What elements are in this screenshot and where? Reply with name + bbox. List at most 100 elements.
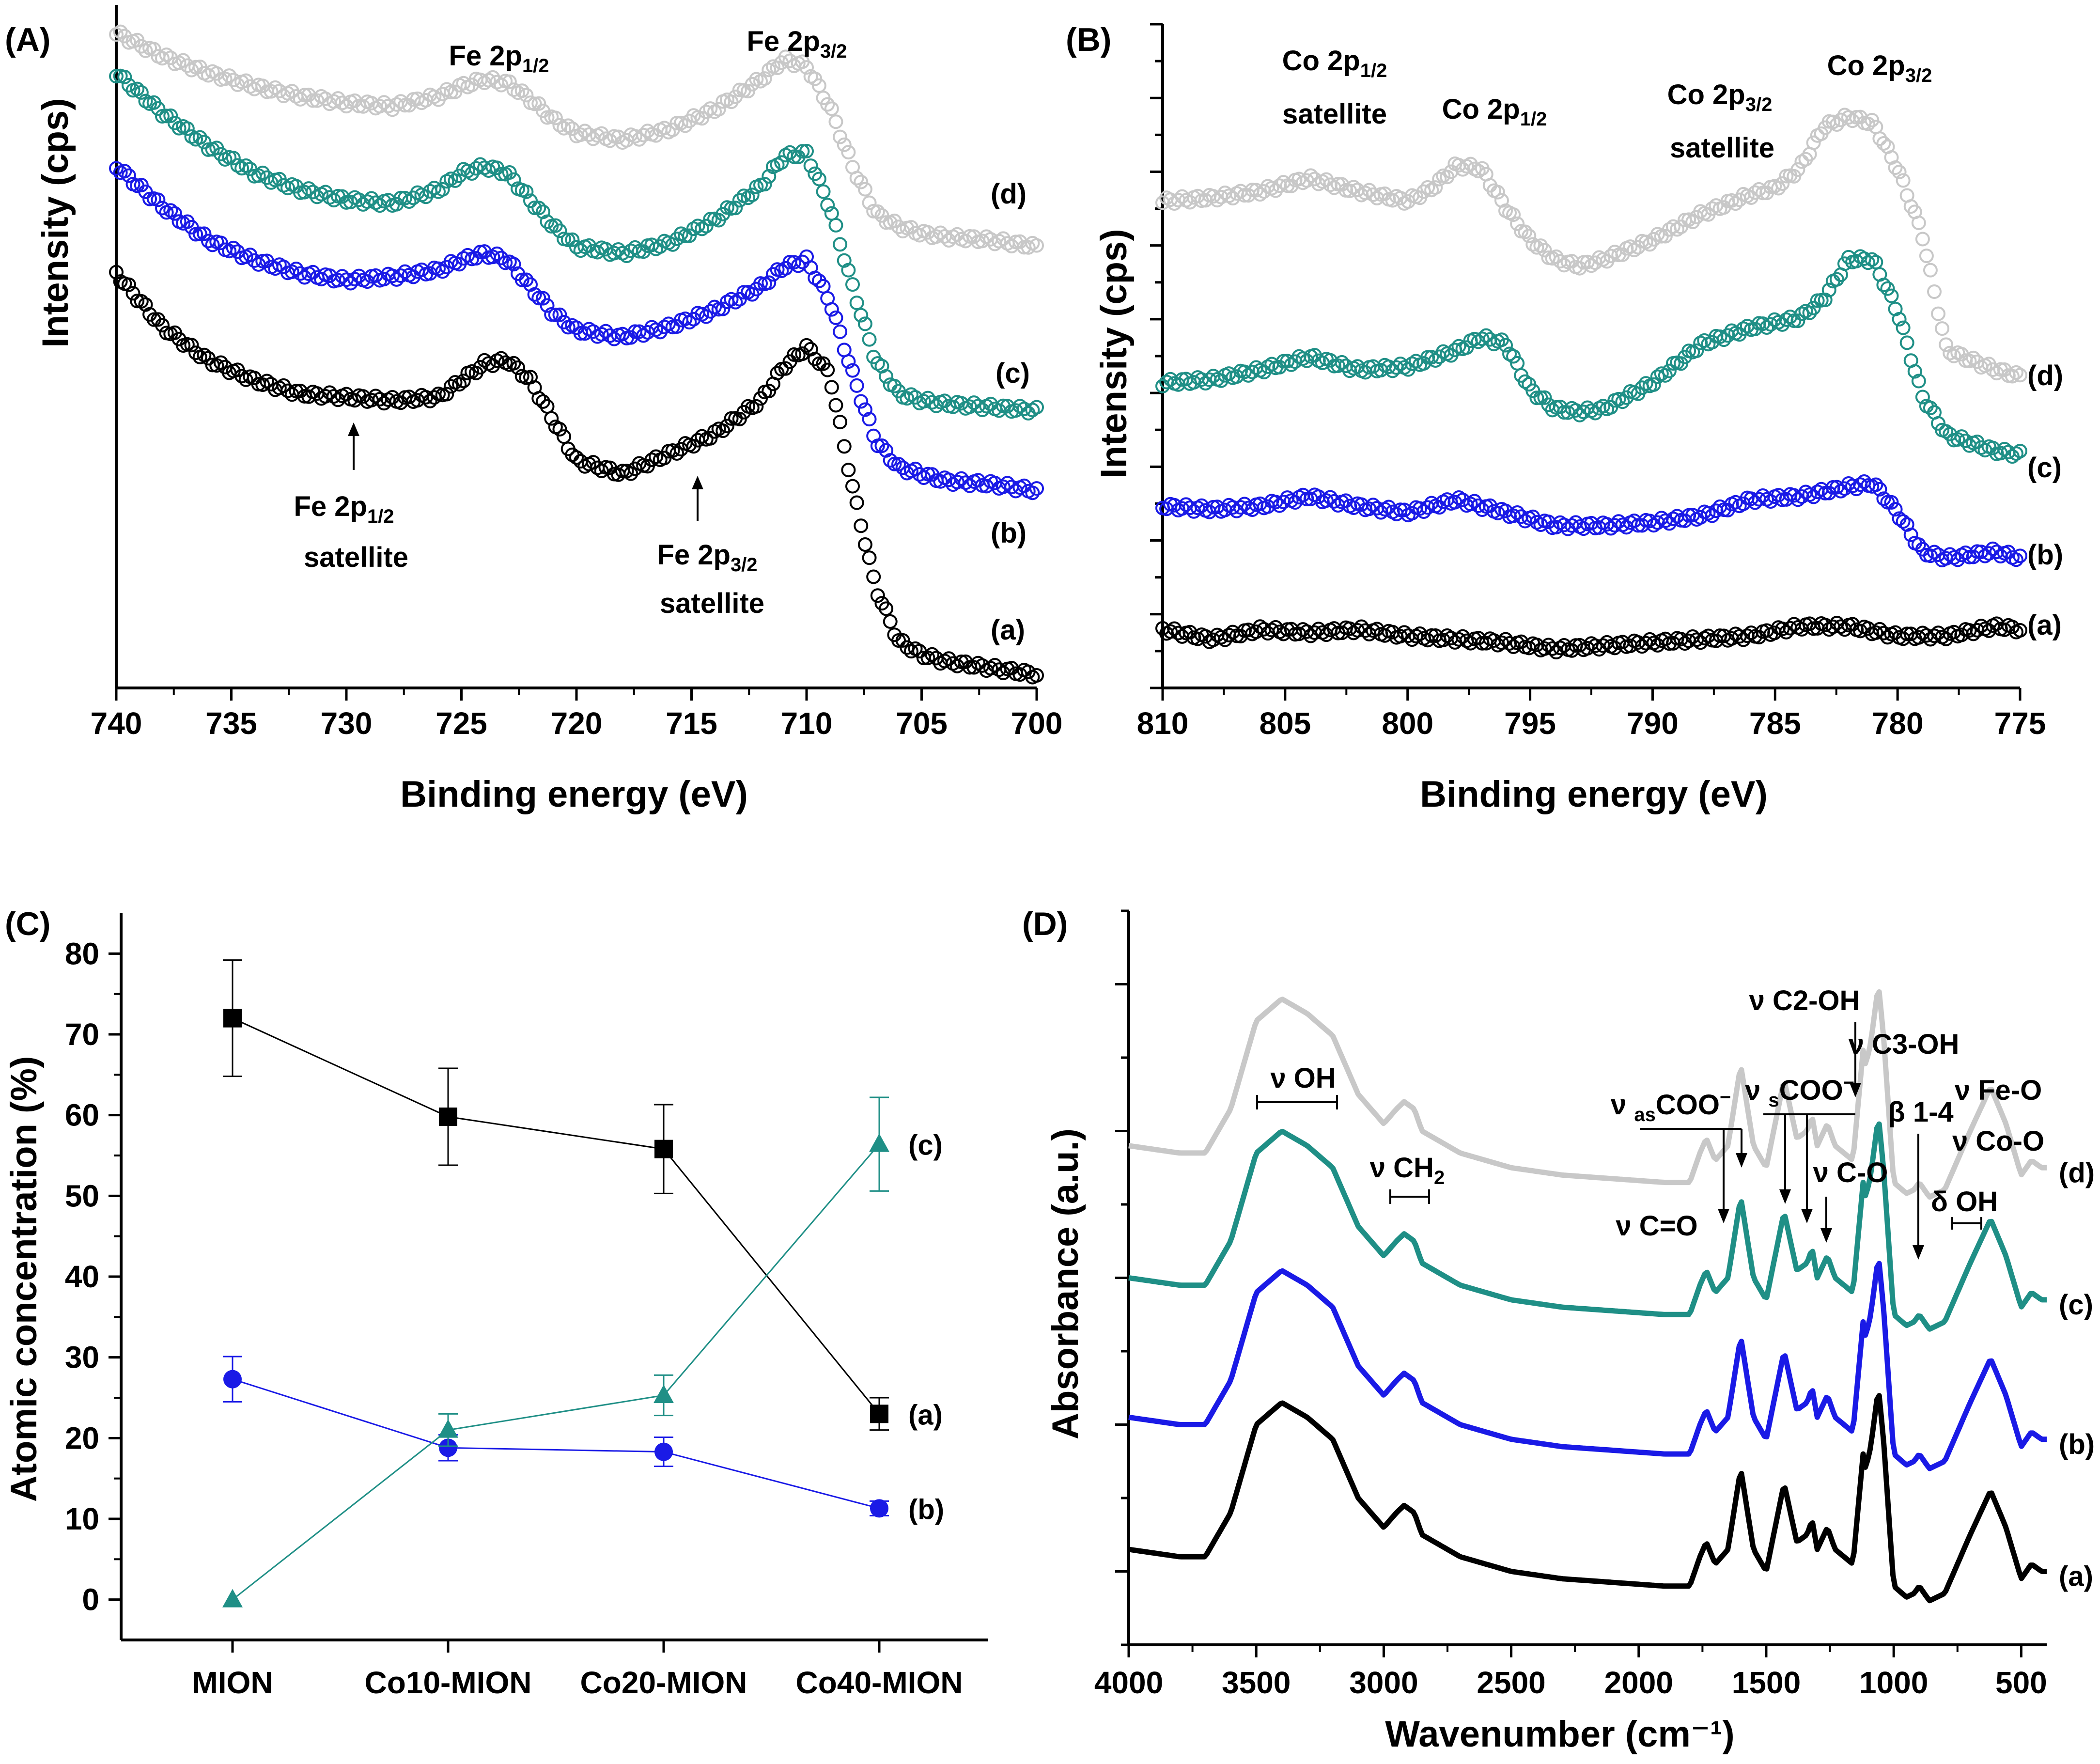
- panel-a-point-b: [552, 307, 567, 322]
- panel-a-axes: 740 735 730 725 720 715 710 705 700: [91, 5, 1063, 741]
- panel-a-point-c: [799, 143, 814, 158]
- annot-co-2p32: Co 2p3/2: [1827, 50, 1932, 86]
- panel-b-point-c: [1475, 331, 1490, 346]
- panel-b-point-d: [1775, 176, 1790, 191]
- panel-a-point-d: [519, 88, 534, 103]
- panel-a-point-c: [552, 223, 567, 238]
- annot-nu-fe-o: ν Fe-O: [1955, 1075, 2042, 1106]
- panel-a-point-a: [920, 650, 935, 665]
- panel-a-point-a: [669, 446, 684, 461]
- panel-b-point-b: [1896, 514, 1911, 529]
- panel-a-point-d: [879, 215, 894, 230]
- panel-c-marker-b: [439, 1438, 457, 1457]
- panel-a-x-tick-label: 720: [551, 706, 603, 741]
- panel-c-marker-c: [869, 1133, 889, 1152]
- panel-a-x-tick-label: 710: [781, 706, 833, 741]
- panel-b-point-d: [1876, 136, 1891, 151]
- panel-a-point-c: [226, 151, 241, 166]
- panel-a-point-b: [527, 287, 542, 302]
- panel-a-curve-label-a: (a): [991, 614, 1025, 646]
- panel-a-point-d: [577, 124, 592, 139]
- panel-a-point-b: [594, 327, 609, 342]
- panel-a-point-d: [456, 76, 471, 91]
- panel-d-series-a: (a): [1128, 1393, 2093, 1604]
- panel-a-point-d: [268, 80, 283, 95]
- panel-b-point-b: [1463, 497, 1478, 512]
- panel-letter-d: (D): [1022, 905, 1068, 942]
- panel-b-point-c: [1759, 320, 1774, 335]
- panel-a-point-c: [519, 184, 534, 199]
- panel-a: (A) 740 735 730 725 720 715 710 705 700 (a) (b) (c…: [5, 5, 1062, 815]
- panel-d-curve-label-d: (d): [2059, 1157, 2095, 1188]
- panel-a-point-c: [857, 316, 872, 331]
- panel-a-point-a: [535, 394, 550, 409]
- panel-a-point-c: [565, 232, 580, 247]
- panel-b-point-c: [1794, 306, 1809, 321]
- panel-a-point-c: [560, 233, 576, 248]
- panel-b-point-d: [1623, 239, 1638, 254]
- panel-b-point-b: [1884, 495, 1899, 510]
- panel-b-point-c: [1740, 318, 1755, 333]
- panel-a-x-tick-label: 730: [321, 706, 373, 741]
- panel-b-point-c: [1428, 353, 1443, 368]
- panel-a-point-b: [226, 240, 241, 255]
- panel-b-point-b: [1510, 505, 1525, 520]
- panel-c-series-a: (a): [223, 959, 943, 1431]
- panel-b-point-c: [1662, 363, 1677, 378]
- panel-b-point-d: [1927, 284, 1942, 299]
- panel-b-point-b: [1506, 508, 1521, 523]
- panel-a-point-b: [268, 261, 283, 276]
- panel-c-marker-b: [870, 1499, 888, 1518]
- panel-c-y-tick-label: 40: [65, 1259, 99, 1294]
- panel-a-series: (a) (b) (c) (d): [109, 24, 1044, 685]
- panel-a-point-d: [837, 137, 852, 152]
- arrow-head-fe-2p32-sat: [692, 476, 703, 489]
- panel-d-line-b: [1128, 1261, 2047, 1471]
- panel-a-point-c: [134, 85, 149, 100]
- panel-d-x-title: Wavenumber (cm⁻¹): [1385, 1714, 1734, 1755]
- panel-a-point-a: [895, 633, 910, 648]
- panel-b-point-d: [1724, 193, 1739, 208]
- panel-b-point-c: [1790, 313, 1805, 328]
- panel-a-point-b: [1025, 485, 1040, 500]
- panel-b-point-d: [1923, 263, 1938, 278]
- panel-a-x-tick-label: 700: [1011, 706, 1063, 741]
- panel-a-point-d: [1029, 238, 1044, 253]
- panel-d-y-title: Absorbance (a.u.): [1045, 1128, 1086, 1439]
- panel-a-point-c: [402, 194, 417, 209]
- panel-b-point-c: [1923, 401, 1938, 416]
- panel-a-point-a: [833, 415, 848, 430]
- panel-c-curve-label-b: (b): [908, 1494, 944, 1525]
- panel-a-point-c: [811, 172, 826, 187]
- panel-c: (C) 0 10 20 30 40 50 60 70 80 MION Co10-MION Co20-M…: [3, 905, 988, 1700]
- panel-a-point-a: [891, 633, 906, 648]
- panel-a-point-d: [762, 62, 777, 78]
- panel-c-series-b: (b): [223, 1356, 944, 1525]
- panel-a-point-b: [121, 168, 136, 183]
- panel-b-point-c: [1861, 255, 1876, 270]
- panel-b-series-a: (a): [1155, 609, 2062, 660]
- panel-a-point-a: [820, 362, 835, 377]
- annot-fe-2p12-sat-bottom: satellite: [304, 542, 408, 573]
- panel-a-point-b: [167, 206, 182, 221]
- panel-a-point-d: [201, 68, 216, 83]
- panel-b-curve-label-c: (c): [2027, 452, 2062, 484]
- arrow-head-nu-s-coo-2: [1801, 1209, 1813, 1223]
- arrow-head-nu-as-coo: [1736, 1153, 1747, 1168]
- panel-a-point-a: [531, 391, 546, 406]
- panel-b-point-b: [2008, 552, 2023, 567]
- panel-b-point-c: [1907, 364, 1922, 379]
- panel-b-point-d: [1872, 131, 1887, 146]
- panel-a-point-c: [900, 391, 915, 406]
- panel-a-point-d: [854, 174, 869, 189]
- panel-a-point-a: [724, 411, 739, 426]
- panel-a-point-b: [385, 268, 400, 283]
- panel-a-point-b: [632, 324, 647, 339]
- panel-a-point-c: [816, 184, 831, 199]
- panel-b-point-c: [1892, 312, 1907, 327]
- panel-d-x-tick-label: 3500: [1222, 1665, 1291, 1700]
- panel-a-point-b: [197, 226, 212, 241]
- panel-b-curve-label-b: (b): [2027, 539, 2063, 571]
- panel-d: (D) 4000 3500 3000 2500 2000 1500 1000 500 (a)(…: [1022, 905, 2095, 1755]
- annot-fe-2p32-sat-top: Fe 2p3/2: [657, 539, 757, 576]
